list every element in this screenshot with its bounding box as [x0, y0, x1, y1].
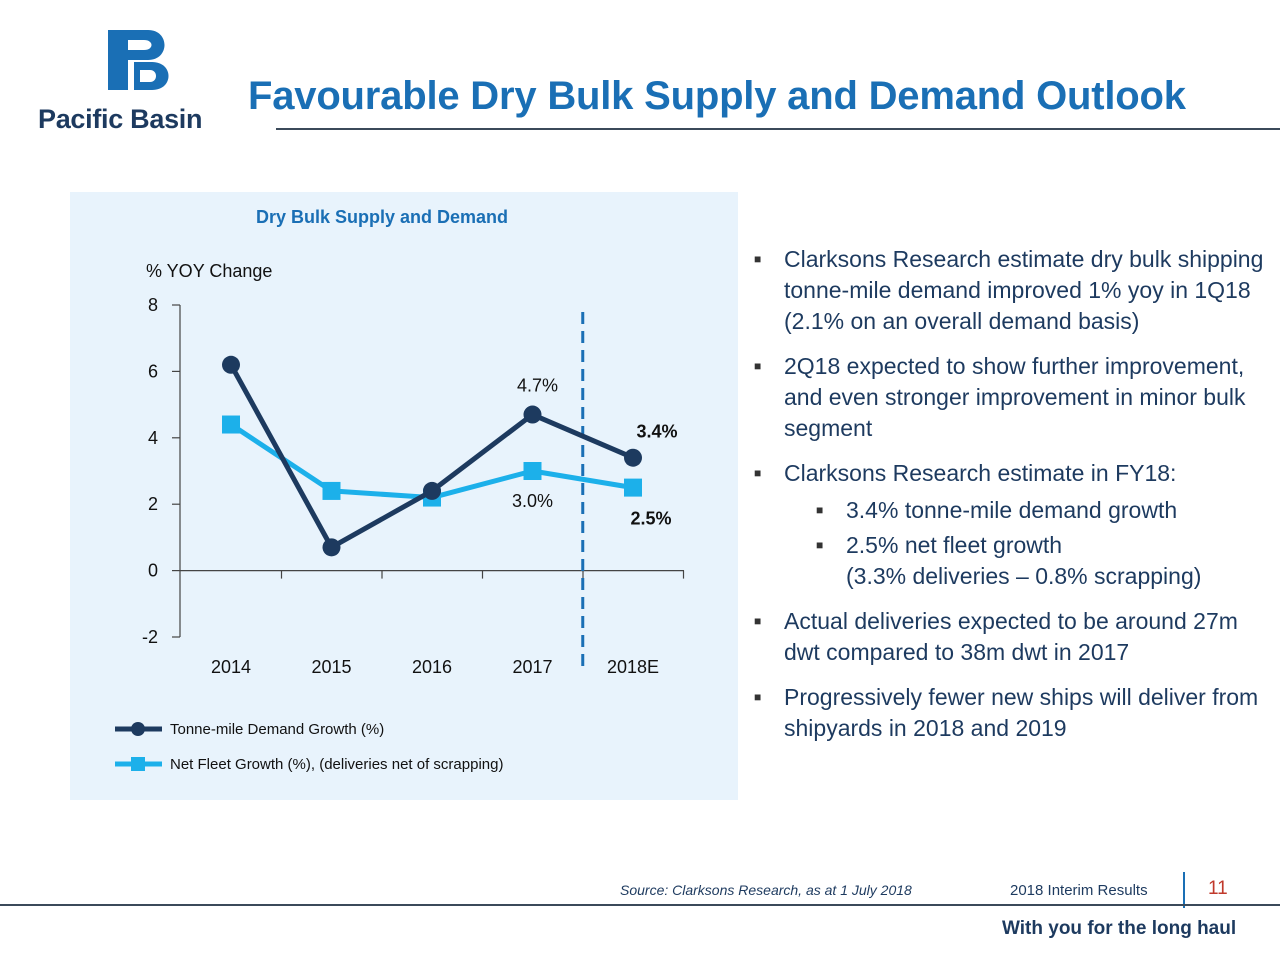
footer-divider [0, 904, 1280, 906]
bullet-list: ■ Clarksons Research estimate dry bulk s… [752, 244, 1272, 758]
x-tick-label: 2016 [412, 657, 452, 677]
legend-label: Net Fleet Growth (%), (deliveries net of… [170, 756, 503, 773]
x-tick-label: 2018E [607, 657, 659, 677]
demand-point [523, 405, 542, 424]
supply-demand-chart: Dry Bulk Supply and Demand % YOY Change 8 6… [115, 207, 685, 773]
legend-label: Tonne-mile Demand Growth (%) [170, 721, 384, 738]
pb-logo-mark-icon [108, 30, 169, 90]
bullet-square-icon: ■ [754, 614, 762, 628]
y-tick-label: 0 [148, 561, 158, 581]
data-label: 4.7% [517, 376, 558, 396]
data-label: 3.0% [512, 491, 553, 511]
demand-point [322, 538, 341, 557]
bullet-square-icon: ■ [754, 690, 762, 704]
x-tick-label: 2014 [211, 657, 251, 677]
x-tick-label: 2015 [311, 657, 351, 677]
sub-bullet-text: 3.4% tonne-mile demand growth [846, 497, 1178, 523]
fleet-point [322, 481, 341, 500]
bullet-text: Progressively fewer new ships will deliv… [784, 684, 1259, 741]
data-label: 2.5% [630, 509, 671, 529]
logo-wordmark: Pacific Basin [38, 104, 203, 134]
bullet-item: ■ Progressively fewer new ships will del… [752, 682, 1272, 744]
bullet-square-icon: ■ [754, 252, 762, 266]
y-tick-label: 6 [148, 361, 158, 381]
legend-square-icon [131, 757, 145, 771]
chart-title: Dry Bulk Supply and Demand [256, 207, 508, 227]
bullet-item: ■ 2Q18 expected to show further improvem… [752, 351, 1272, 444]
tagline: With you for the long haul [1002, 918, 1237, 939]
bullet-text: Actual deliveries expected to be around … [784, 608, 1238, 665]
page-number: 11 [1208, 878, 1228, 899]
bullet-square-icon: ■ [754, 359, 762, 373]
fleet-point [523, 462, 542, 480]
bullet-square-icon: ■ [754, 466, 762, 480]
y-tick-label: 8 [148, 295, 158, 315]
demand-point [222, 355, 240, 374]
bullet-text: Clarksons Research estimate dry bulk shi… [784, 246, 1264, 334]
bullet-item: ■ Clarksons Research estimate in FY18: [752, 458, 1272, 489]
bullet-item: ■ Actual deliveries expected to be aroun… [752, 606, 1272, 668]
y-tick-label: 2 [148, 494, 158, 514]
bullet-square-icon: ■ [816, 503, 824, 517]
fleet-point [222, 415, 240, 434]
y-axis-label: % YOY Change [146, 261, 272, 281]
footer-label: 2018 Interim Results [1010, 882, 1148, 899]
bullet-text: Clarksons Research estimate in FY18: [784, 460, 1177, 486]
series-line-demand [228, 363, 634, 550]
data-label: 3.4% [636, 422, 677, 442]
bullet-item: ■ Clarksons Research estimate dry bulk s… [752, 244, 1272, 337]
sub-bullet-text: 2.5% net fleet growth [846, 532, 1063, 558]
page-title: Favourable Dry Bulk Supply and Demand Ou… [248, 74, 1186, 118]
footer-separator [1183, 872, 1185, 908]
pacific-basin-logo: Pacific Basin [38, 28, 233, 138]
y-tick-label: 4 [148, 428, 158, 448]
demand-point [423, 481, 441, 500]
sub-bullet-item: ■ 3.4% tonne-mile demand growth [752, 495, 1272, 526]
fleet-point [624, 478, 642, 497]
chart-panel: Dry Bulk Supply and Demand % YOY Change 8 6… [70, 192, 738, 800]
sub-bullet-continuation: (3.3% deliveries – 0.8% scrapping) [846, 563, 1202, 589]
legend-circle-icon [131, 722, 145, 736]
x-tick-label: 2017 [512, 657, 552, 677]
demand-point [624, 448, 642, 467]
bullet-text: 2Q18 expected to show further improvemen… [784, 353, 1246, 441]
y-tick-label: -2 [142, 627, 158, 647]
sub-bullet-item: ■ 2.5% net fleet growth [752, 530, 1272, 561]
source-note: Source: Clarksons Research, as at 1 July… [620, 882, 912, 898]
title-divider [276, 128, 1280, 130]
bullet-square-icon: ■ [816, 538, 824, 552]
